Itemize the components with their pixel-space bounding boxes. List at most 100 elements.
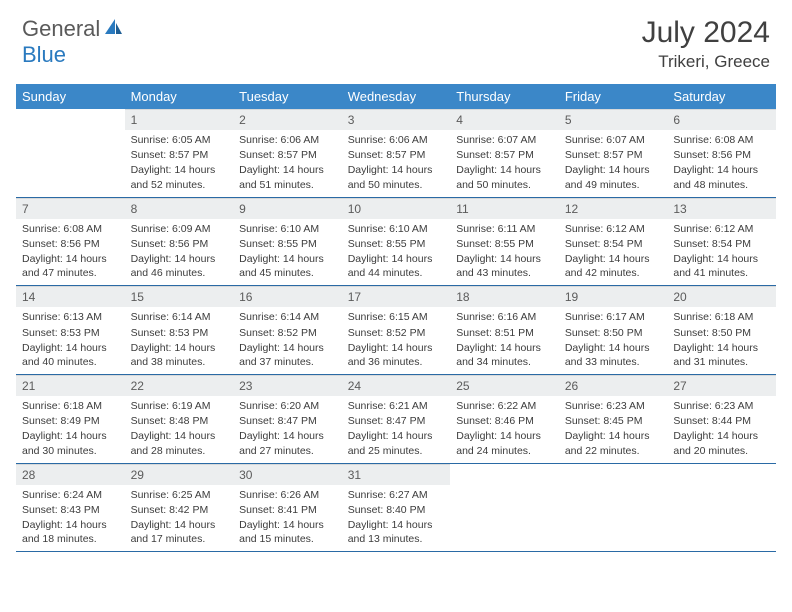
brand-text-blue-wrap: Blue [22, 42, 66, 68]
calendar-cell: 27Sunrise: 6:23 AMSunset: 8:44 PMDayligh… [667, 375, 776, 464]
day-number: 1 [125, 109, 234, 130]
calendar-row: 21Sunrise: 6:18 AMSunset: 8:49 PMDayligh… [16, 375, 776, 464]
weekday-header: Sunday [16, 84, 125, 109]
weekday-header: Monday [125, 84, 234, 109]
calendar-header-row: SundayMondayTuesdayWednesdayThursdayFrid… [16, 84, 776, 109]
brand-text-general: General [22, 16, 100, 42]
weekday-header: Tuesday [233, 84, 342, 109]
calendar-cell [16, 109, 125, 197]
day-details: Sunrise: 6:15 AMSunset: 8:52 PMDaylight:… [342, 307, 451, 374]
daylight-text: Daylight: 14 hours and 18 minutes. [22, 518, 119, 546]
day-details: Sunrise: 6:08 AMSunset: 8:56 PMDaylight:… [16, 219, 125, 286]
sunset-text: Sunset: 8:40 PM [348, 503, 445, 517]
day-number: 30 [233, 464, 342, 485]
calendar-cell: 25Sunrise: 6:22 AMSunset: 8:46 PMDayligh… [450, 375, 559, 464]
calendar-cell: 13Sunrise: 6:12 AMSunset: 8:54 PMDayligh… [667, 197, 776, 286]
day-details: Sunrise: 6:23 AMSunset: 8:44 PMDaylight:… [667, 396, 776, 463]
daylight-text: Daylight: 14 hours and 34 minutes. [456, 341, 553, 369]
daylight-text: Daylight: 14 hours and 42 minutes. [565, 252, 662, 280]
sunset-text: Sunset: 8:57 PM [131, 148, 228, 162]
sunset-text: Sunset: 8:52 PM [239, 326, 336, 340]
day-number: 12 [559, 198, 668, 219]
sunrise-text: Sunrise: 6:16 AM [456, 310, 553, 324]
day-number: 16 [233, 286, 342, 307]
day-details: Sunrise: 6:12 AMSunset: 8:54 PMDaylight:… [559, 219, 668, 286]
day-details: Sunrise: 6:07 AMSunset: 8:57 PMDaylight:… [450, 130, 559, 197]
sunrise-text: Sunrise: 6:23 AM [673, 399, 770, 413]
day-number: 3 [342, 109, 451, 130]
daylight-text: Daylight: 14 hours and 50 minutes. [348, 163, 445, 191]
sunset-text: Sunset: 8:56 PM [131, 237, 228, 251]
sunrise-text: Sunrise: 6:08 AM [673, 133, 770, 147]
sunrise-text: Sunrise: 6:06 AM [348, 133, 445, 147]
day-details: Sunrise: 6:19 AMSunset: 8:48 PMDaylight:… [125, 396, 234, 463]
day-number: 2 [233, 109, 342, 130]
day-details: Sunrise: 6:06 AMSunset: 8:57 PMDaylight:… [233, 130, 342, 197]
sunset-text: Sunset: 8:57 PM [565, 148, 662, 162]
calendar-cell: 2Sunrise: 6:06 AMSunset: 8:57 PMDaylight… [233, 109, 342, 197]
day-number: 6 [667, 109, 776, 130]
sunset-text: Sunset: 8:54 PM [565, 237, 662, 251]
daylight-text: Daylight: 14 hours and 46 minutes. [131, 252, 228, 280]
location-text: Trikeri, Greece [642, 52, 770, 72]
daylight-text: Daylight: 14 hours and 27 minutes. [239, 429, 336, 457]
sunset-text: Sunset: 8:50 PM [565, 326, 662, 340]
day-details: Sunrise: 6:14 AMSunset: 8:52 PMDaylight:… [233, 307, 342, 374]
calendar-row: 28Sunrise: 6:24 AMSunset: 8:43 PMDayligh… [16, 463, 776, 552]
calendar-row: 14Sunrise: 6:13 AMSunset: 8:53 PMDayligh… [16, 286, 776, 375]
day-details: Sunrise: 6:20 AMSunset: 8:47 PMDaylight:… [233, 396, 342, 463]
sunset-text: Sunset: 8:47 PM [239, 414, 336, 428]
brand-text-blue: Blue [22, 42, 66, 67]
sunrise-text: Sunrise: 6:25 AM [131, 488, 228, 502]
day-details: Sunrise: 6:23 AMSunset: 8:45 PMDaylight:… [559, 396, 668, 463]
sunset-text: Sunset: 8:44 PM [673, 414, 770, 428]
daylight-text: Daylight: 14 hours and 47 minutes. [22, 252, 119, 280]
daylight-text: Daylight: 14 hours and 49 minutes. [565, 163, 662, 191]
day-details: Sunrise: 6:07 AMSunset: 8:57 PMDaylight:… [559, 130, 668, 197]
sunrise-text: Sunrise: 6:08 AM [22, 222, 119, 236]
sunset-text: Sunset: 8:43 PM [22, 503, 119, 517]
sunset-text: Sunset: 8:55 PM [239, 237, 336, 251]
calendar-cell: 28Sunrise: 6:24 AMSunset: 8:43 PMDayligh… [16, 463, 125, 552]
sail-icon [102, 17, 124, 42]
daylight-text: Daylight: 14 hours and 50 minutes. [456, 163, 553, 191]
day-details: Sunrise: 6:25 AMSunset: 8:42 PMDaylight:… [125, 485, 234, 552]
page-title: July 2024 [642, 16, 770, 50]
weekday-header: Wednesday [342, 84, 451, 109]
calendar-cell [667, 463, 776, 552]
calendar-cell: 24Sunrise: 6:21 AMSunset: 8:47 PMDayligh… [342, 375, 451, 464]
day-number: 27 [667, 375, 776, 396]
daylight-text: Daylight: 14 hours and 40 minutes. [22, 341, 119, 369]
daylight-text: Daylight: 14 hours and 28 minutes. [131, 429, 228, 457]
day-details: Sunrise: 6:24 AMSunset: 8:43 PMDaylight:… [16, 485, 125, 552]
calendar-cell: 4Sunrise: 6:07 AMSunset: 8:57 PMDaylight… [450, 109, 559, 197]
sunrise-text: Sunrise: 6:15 AM [348, 310, 445, 324]
day-number: 8 [125, 198, 234, 219]
daylight-text: Daylight: 14 hours and 36 minutes. [348, 341, 445, 369]
day-details: Sunrise: 6:13 AMSunset: 8:53 PMDaylight:… [16, 307, 125, 374]
day-number: 28 [16, 464, 125, 485]
day-number: 10 [342, 198, 451, 219]
day-number: 15 [125, 286, 234, 307]
daylight-text: Daylight: 14 hours and 17 minutes. [131, 518, 228, 546]
calendar-cell: 19Sunrise: 6:17 AMSunset: 8:50 PMDayligh… [559, 286, 668, 375]
sunrise-text: Sunrise: 6:06 AM [239, 133, 336, 147]
calendar-cell: 17Sunrise: 6:15 AMSunset: 8:52 PMDayligh… [342, 286, 451, 375]
daylight-text: Daylight: 14 hours and 13 minutes. [348, 518, 445, 546]
calendar-cell: 26Sunrise: 6:23 AMSunset: 8:45 PMDayligh… [559, 375, 668, 464]
day-details: Sunrise: 6:17 AMSunset: 8:50 PMDaylight:… [559, 307, 668, 374]
sunrise-text: Sunrise: 6:14 AM [131, 310, 228, 324]
calendar-cell: 12Sunrise: 6:12 AMSunset: 8:54 PMDayligh… [559, 197, 668, 286]
day-details: Sunrise: 6:12 AMSunset: 8:54 PMDaylight:… [667, 219, 776, 286]
day-details: Sunrise: 6:10 AMSunset: 8:55 PMDaylight:… [342, 219, 451, 286]
sunrise-text: Sunrise: 6:24 AM [22, 488, 119, 502]
day-details: Sunrise: 6:14 AMSunset: 8:53 PMDaylight:… [125, 307, 234, 374]
calendar-cell: 16Sunrise: 6:14 AMSunset: 8:52 PMDayligh… [233, 286, 342, 375]
calendar-body: 1Sunrise: 6:05 AMSunset: 8:57 PMDaylight… [16, 109, 776, 552]
sunset-text: Sunset: 8:48 PM [131, 414, 228, 428]
day-number: 21 [16, 375, 125, 396]
calendar-cell: 3Sunrise: 6:06 AMSunset: 8:57 PMDaylight… [342, 109, 451, 197]
sunset-text: Sunset: 8:57 PM [456, 148, 553, 162]
day-number: 26 [559, 375, 668, 396]
day-details: Sunrise: 6:06 AMSunset: 8:57 PMDaylight:… [342, 130, 451, 197]
